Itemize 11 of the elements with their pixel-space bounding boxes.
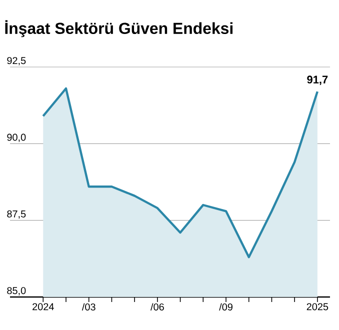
- x-tick-label: /03: [82, 303, 96, 311]
- x-tick-label: /09: [219, 303, 232, 311]
- data-label: 91,7: [307, 76, 328, 86]
- x-tick-label: 2024: [32, 303, 54, 310]
- x-tick-label: /06: [150, 303, 164, 311]
- y-tick-label: 90,0: [7, 134, 26, 142]
- x-tick-label: 2025: [306, 303, 328, 310]
- y-tick-label: 92,5: [7, 57, 26, 66]
- y-tick-label: 85,0: [7, 287, 26, 296]
- y-tick-label: 87,5: [7, 210, 26, 219]
- chart-title: İnşaat Sektörü Güven Endeksi: [5, 20, 232, 38]
